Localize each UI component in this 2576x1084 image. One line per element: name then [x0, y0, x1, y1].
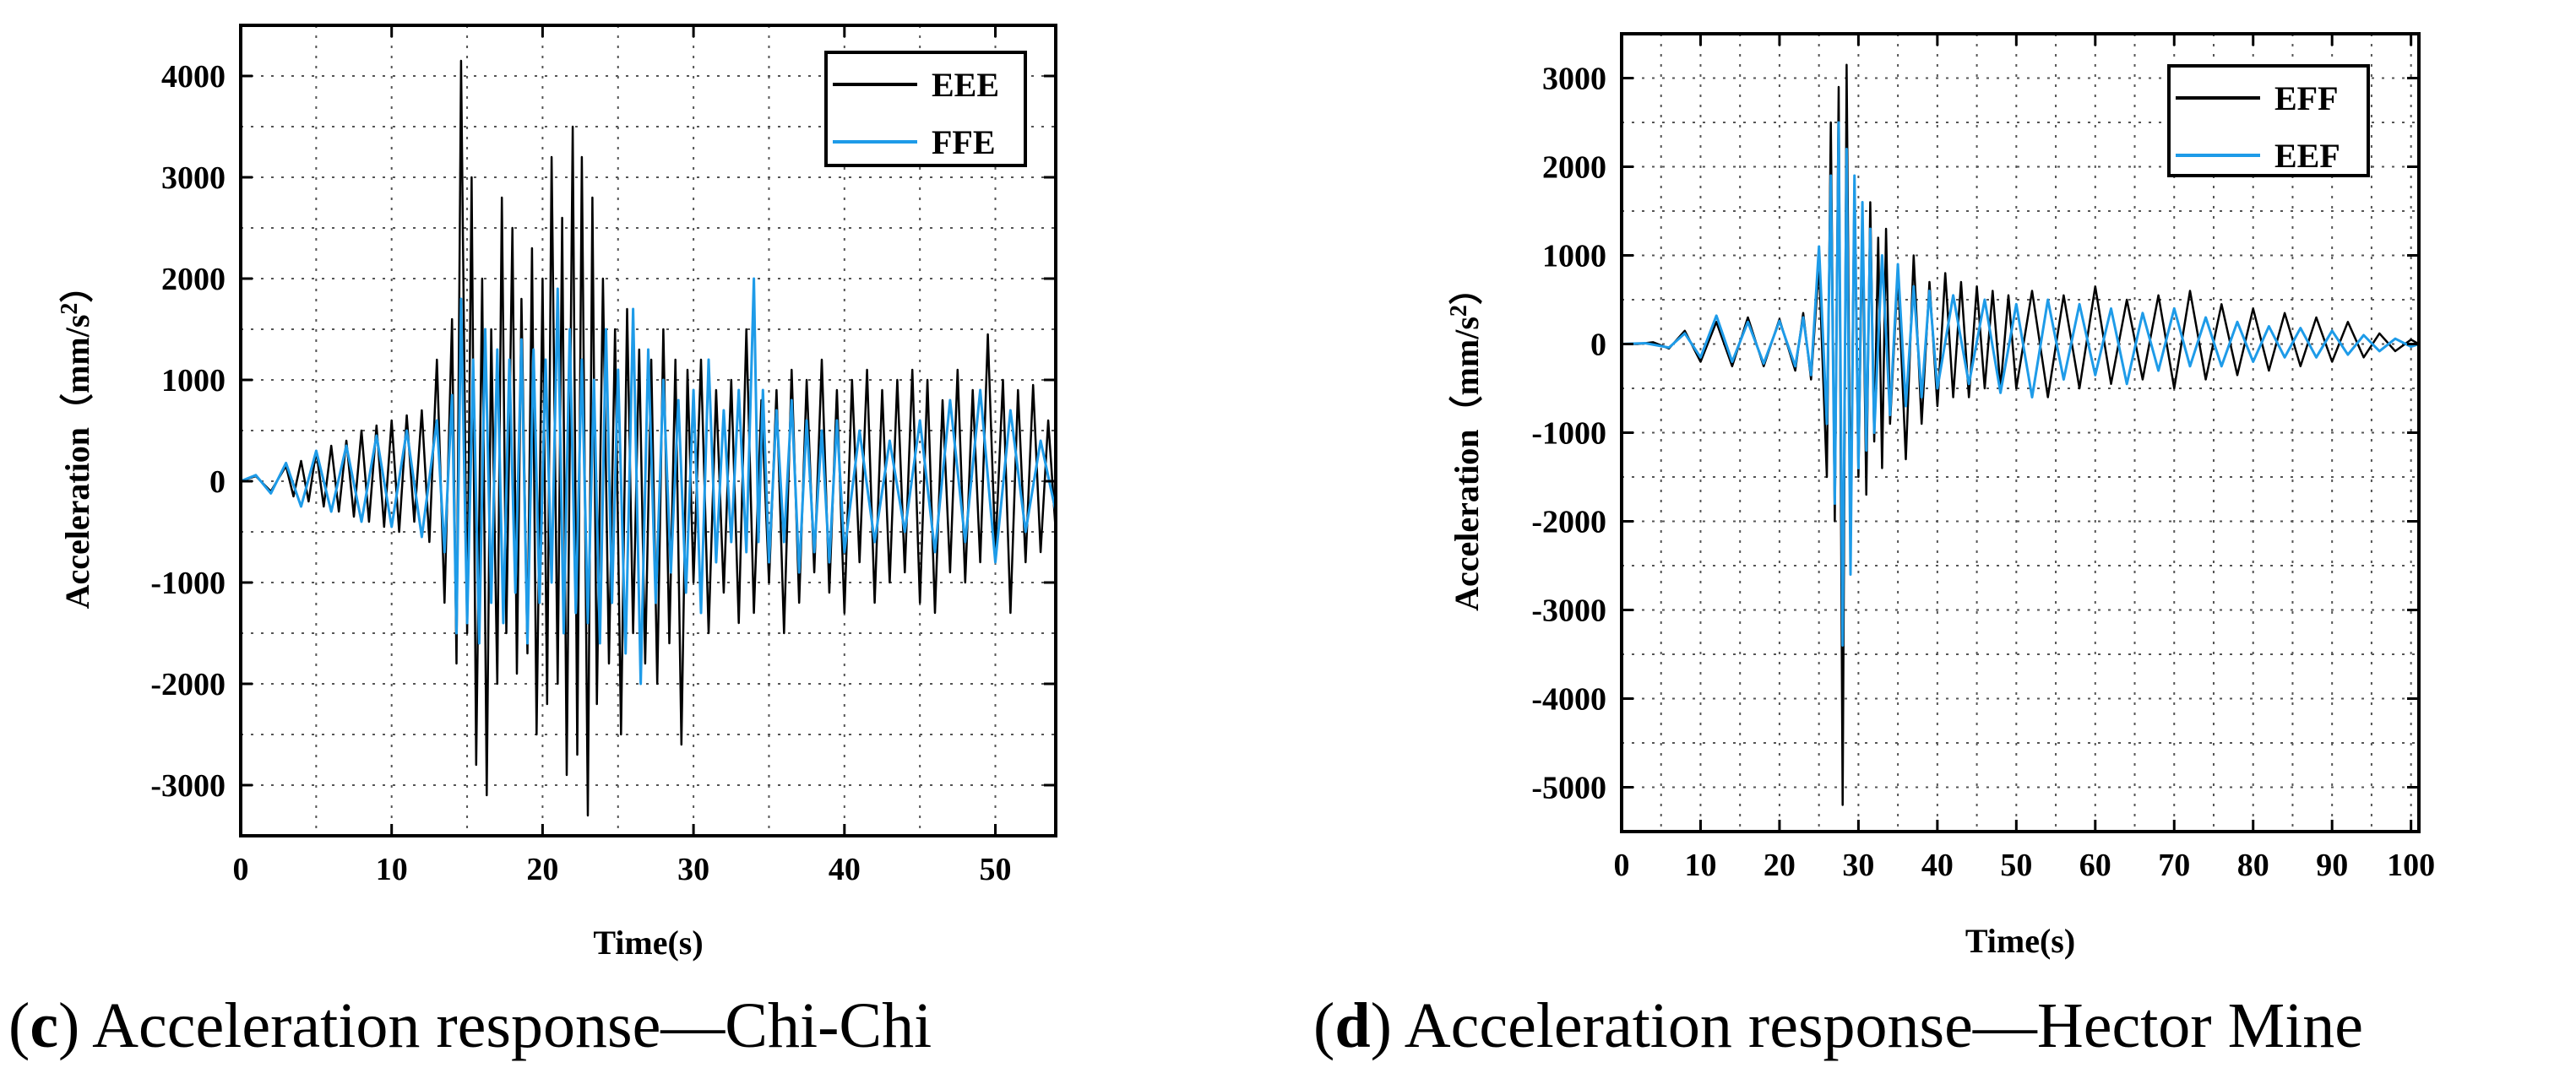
d-y-tick-label: 0	[1590, 328, 1606, 363]
panel-c-plot-area	[241, 59, 1056, 817]
d-x-tick-label: 20	[1764, 848, 1796, 883]
c-legend-label-ffe: FFE	[932, 123, 996, 161]
d-x-tick-label: 40	[1921, 848, 1954, 883]
panel-d-y-axis-label-main: Acceleration	[1448, 429, 1486, 610]
c-x-tick-label: 50	[980, 852, 1012, 887]
c-y-tick-label: -2000	[150, 667, 226, 702]
panel-c-caption: (c) Acceleration response—Chi-Chi	[8, 990, 932, 1061]
d-x-tick-label: 60	[2079, 848, 2111, 883]
panel-d-ticks: 0 10 20 30 40 50 60 70 80 90 100 -5000 -4000 -3000 -20…	[1531, 34, 2435, 883]
panel-c-y-axis-label-sup: 2	[57, 303, 83, 315]
c-x-tick-label: 20	[526, 852, 558, 887]
c-x-tick-label: 10	[376, 852, 408, 887]
panel-d-caption-letter: d	[1334, 990, 1370, 1061]
panel-d-plot-area	[1622, 63, 2419, 806]
d-x-tick-label: 70	[2158, 848, 2190, 883]
panel-d-caption-paren-open: (	[1313, 990, 1334, 1061]
panel-d-x-axis-label: Time(s)	[1965, 922, 2075, 960]
d-x-tick-label: 50	[2000, 848, 2032, 883]
panel-c: 0 10 20 30 40 50 -3000 -2000 -1000 0 1000 2000 3000 4…	[8, 24, 1057, 1061]
panel-d-caption: (d) Acceleration response—Hector Mine	[1313, 990, 2363, 1061]
panel-c-caption-text: Acceleration response—Chi-Chi	[92, 990, 932, 1061]
d-x-tick-label: 30	[1842, 848, 1874, 883]
d-y-tick-label: -3000	[1531, 593, 1606, 629]
c-y-tick-label: 3000	[161, 160, 226, 196]
c-legend-label-eee: EEE	[932, 66, 999, 104]
d-legend-box	[2167, 64, 2370, 177]
d-series-eef	[1622, 121, 2419, 647]
panel-d-y-axis-label: Acceleration（mm/s2）	[1446, 271, 1486, 611]
d-y-tick-label: -4000	[1531, 682, 1606, 718]
d-x-tick-label: 80	[2237, 848, 2269, 883]
panel-d-y-axis-label-sup: 2	[1446, 305, 1472, 317]
d-y-tick-label: -1000	[1531, 416, 1606, 452]
panel-c-ticks: 0 10 20 30 40 50 -3000 -2000 -1000 0 1000 2000 3000 4…	[150, 25, 1056, 887]
panel-c-caption-letter: c	[30, 990, 58, 1061]
d-legend-label-eff: EFF	[2274, 79, 2339, 117]
panel-c-y-axis-label-unit: （mm/s	[58, 315, 96, 427]
d-x-tick-label: 10	[1684, 848, 1716, 883]
panel-d: 0 10 20 30 40 50 60 70 80 90 100-5000-4000-3000-20…	[1313, 32, 2435, 1061]
panel-d-y-axis-label-unit: （mm/s	[1448, 317, 1486, 429]
d-y-tick-label: -2000	[1531, 505, 1606, 540]
panel-c-y-axis-label-close: ）	[58, 269, 96, 303]
panel-c-caption-paren-close: )	[58, 990, 92, 1061]
panel-d-caption-paren-close: )	[1371, 990, 1405, 1061]
c-series-ffe	[241, 277, 1056, 686]
panel-c-y-axis-label: Acceleration（mm/s2）	[57, 269, 96, 610]
panel-c-legend: EEE FFE	[824, 51, 1027, 167]
c-y-tick-label: 2000	[161, 262, 226, 297]
c-y-tick-label: 4000	[161, 59, 226, 95]
c-y-tick-label: 0	[209, 464, 226, 500]
panel-c-caption-paren-open: (	[8, 990, 30, 1061]
c-y-tick-label: -1000	[150, 566, 226, 601]
c-y-tick-label: -3000	[150, 768, 226, 804]
d-x-tick-label: 100	[2387, 848, 2435, 883]
c-x-tick-label: 40	[829, 852, 861, 887]
d-x-tick-label: 0	[1614, 848, 1630, 883]
d-y-tick-label: -5000	[1531, 771, 1606, 806]
d-y-tick-label: 2000	[1542, 150, 1606, 186]
c-x-tick-label: 30	[677, 852, 709, 887]
panel-c-y-axis-label-main: Acceleration	[58, 427, 96, 609]
d-legend-label-eef: EEF	[2274, 137, 2340, 175]
c-y-tick-label: 1000	[161, 363, 226, 398]
panel-d-caption-text: Acceleration response—Hector Mine	[1405, 990, 2363, 1061]
d-x-tick-label: 90	[2316, 848, 2348, 883]
panel-c-frame	[239, 24, 1057, 837]
c-legend-box	[824, 51, 1027, 167]
d-y-tick-label: 3000	[1542, 62, 1606, 97]
panel-d-legend: EFF EEF	[2167, 64, 2370, 177]
c-x-tick-label: 0	[233, 852, 249, 887]
panel-c-x-axis-label: Time(s)	[593, 924, 703, 962]
d-y-tick-label: 1000	[1542, 239, 1606, 274]
c-series-eee	[241, 59, 1056, 817]
panel-d-y-axis-label-close: ）	[1448, 271, 1486, 305]
